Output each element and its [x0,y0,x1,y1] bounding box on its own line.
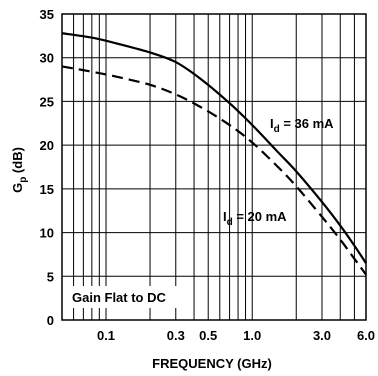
y-tick-label: 30 [40,51,54,66]
series-label-20ma: Id = 20 mA [223,209,287,228]
y-tick-label: 20 [40,138,54,153]
x-axis-label: FREQUENCY (GHz) [152,356,272,371]
series-label-36ma: Id = 36 mA [270,116,334,135]
curve-id-20ma [61,65,367,276]
x-tick-label: 6.0 [357,328,375,343]
annotation-box [66,286,189,308]
x-tick-label: 0.5 [199,328,217,343]
plot-frame [61,13,367,321]
curves [61,32,367,276]
curve-id-36ma [61,32,367,264]
y-tick-label: 15 [40,182,54,197]
y-tick-label: 25 [40,94,54,109]
x-tick-labels: 0.1 0.3 0.5 1.0 3.0 6.0 [97,328,375,343]
grid-lines [61,13,367,321]
y-tick-label: 5 [47,269,54,284]
x-tick-label: 3.0 [313,328,331,343]
x-tick-label: 0.3 [167,328,185,343]
x-tick-label: 0.1 [97,328,115,343]
y-axis-label: Gp (dB) [10,147,29,193]
y-tick-label: 35 [40,7,54,22]
y-tick-label: 0 [47,313,54,328]
annotation-text: Gain Flat to DC [72,290,167,305]
x-tick-label: 1.0 [243,328,261,343]
y-tick-label: 10 [40,226,54,241]
y-tick-labels: 0 5 10 15 20 25 30 35 [40,7,54,328]
